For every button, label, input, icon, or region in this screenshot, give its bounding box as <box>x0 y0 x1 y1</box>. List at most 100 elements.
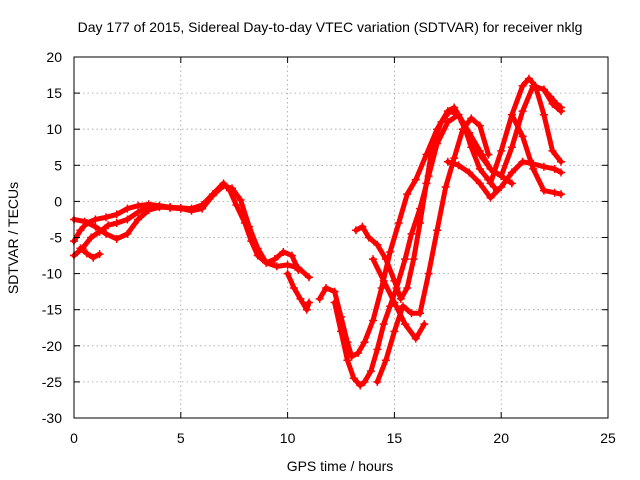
data-point <box>337 327 345 336</box>
data-point <box>486 179 495 188</box>
data-point <box>518 107 527 116</box>
data-point <box>409 255 418 264</box>
data-point <box>290 284 299 293</box>
data-point <box>369 316 378 325</box>
data-point <box>467 114 476 123</box>
data-point <box>557 168 566 177</box>
data-point <box>454 161 463 170</box>
data-point <box>407 229 416 238</box>
y-tick-label: -10 <box>42 266 62 282</box>
series-arc-3 <box>70 203 207 243</box>
y-tick-label: 20 <box>46 49 62 65</box>
data-point <box>390 298 399 307</box>
series-line <box>374 115 491 385</box>
data-point <box>349 374 358 383</box>
data-point <box>364 233 373 242</box>
data-point <box>245 222 254 231</box>
data-point <box>475 150 484 159</box>
data-point <box>304 273 313 282</box>
data-point <box>443 157 452 166</box>
data-point <box>134 215 143 224</box>
series-arc-5 <box>283 269 313 314</box>
series-arc-10 <box>369 255 429 343</box>
data-point <box>507 179 516 188</box>
data-point <box>386 247 395 256</box>
data-point <box>518 81 527 90</box>
data-point <box>373 345 382 354</box>
data-point <box>507 143 516 152</box>
data-point <box>219 181 228 190</box>
series-line <box>285 271 312 313</box>
data-point <box>112 219 121 228</box>
series-arc-9 <box>373 114 493 386</box>
data-point <box>360 377 369 386</box>
y-tick-label: 10 <box>46 121 62 137</box>
data-point <box>356 381 365 390</box>
y-tick-label: -20 <box>42 338 62 354</box>
data-point <box>396 294 405 303</box>
data-point <box>381 356 390 365</box>
series-arc-4 <box>76 244 104 262</box>
series-line <box>71 183 312 280</box>
data-point <box>95 250 104 259</box>
data-point <box>87 233 96 242</box>
data-point <box>343 356 352 365</box>
data-point <box>176 204 185 213</box>
x-tick-label: 0 <box>70 430 78 446</box>
data-point <box>497 172 506 181</box>
x-tick-label: 25 <box>600 430 616 446</box>
data-point <box>294 263 303 272</box>
x-tick-label: 15 <box>387 430 403 446</box>
grid <box>74 57 608 418</box>
series-arc-11 <box>443 157 566 202</box>
data-point <box>272 262 281 271</box>
data-point <box>416 309 425 318</box>
data-point <box>529 164 538 173</box>
data-point <box>283 260 292 269</box>
data-series <box>70 74 566 390</box>
data-point <box>475 121 484 130</box>
data-point <box>441 182 450 191</box>
data-point <box>373 377 382 386</box>
data-point <box>76 244 85 253</box>
data-point <box>433 226 442 235</box>
data-point <box>403 190 412 199</box>
y-tick-label: -30 <box>42 410 62 426</box>
data-point <box>484 150 493 159</box>
data-point <box>369 255 378 264</box>
data-point <box>486 193 495 202</box>
x-tick-label: 5 <box>177 430 185 446</box>
data-point <box>403 284 412 293</box>
data-point <box>379 320 388 329</box>
y-tick-label: 15 <box>46 85 62 101</box>
data-point <box>475 179 484 188</box>
axis-ticks: 0 5 10 15 20 25 -30 -25 -20 -15 -10 -5 0 5 10 15 20 <box>42 49 616 446</box>
data-point <box>398 302 407 311</box>
data-point <box>390 276 399 285</box>
data-point <box>91 222 100 231</box>
data-point <box>377 284 386 293</box>
data-point <box>428 139 437 148</box>
data-point <box>134 208 143 217</box>
data-point <box>437 117 446 126</box>
data-point <box>411 175 420 184</box>
data-point <box>236 195 245 204</box>
data-point <box>381 255 390 264</box>
data-point <box>557 103 566 112</box>
data-point <box>416 219 425 228</box>
data-point <box>112 234 121 243</box>
data-point <box>524 74 533 83</box>
data-point <box>287 251 296 260</box>
series-line <box>77 245 103 261</box>
data-point <box>552 99 561 108</box>
data-point <box>390 327 399 336</box>
data-point <box>302 305 311 314</box>
data-point <box>531 81 540 90</box>
data-point <box>232 201 241 210</box>
chart-title: Day 177 of 2015, Sidereal Day-to-day VTE… <box>78 19 583 35</box>
data-point <box>166 203 175 212</box>
data-point <box>270 255 279 264</box>
series-line <box>353 83 564 302</box>
data-point <box>360 338 369 347</box>
x-tick-label: 20 <box>493 430 509 446</box>
